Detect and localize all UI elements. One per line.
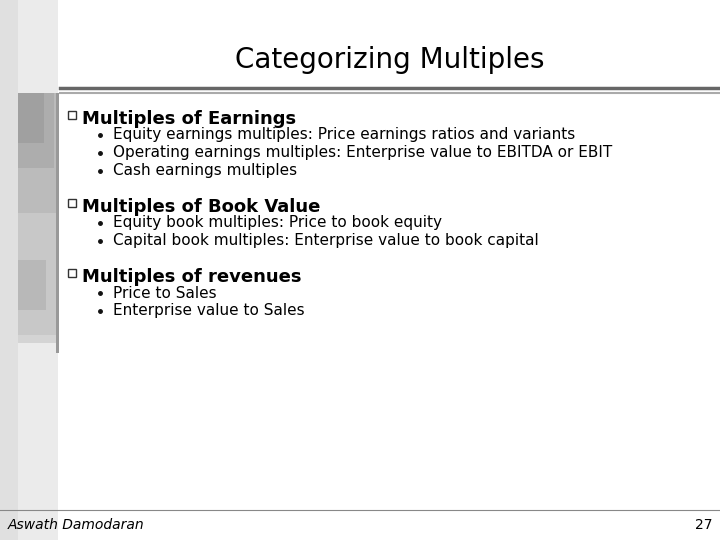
- Bar: [68, 111, 76, 119]
- Bar: [18, 260, 46, 310]
- Text: Enterprise value to Sales: Enterprise value to Sales: [113, 303, 305, 319]
- Text: Multiples of Book Value: Multiples of Book Value: [82, 198, 320, 216]
- Bar: [18, 93, 58, 343]
- Bar: [0, 0, 18, 540]
- Bar: [18, 93, 58, 213]
- Text: Capital book multiples: Enterprise value to book capital: Capital book multiples: Enterprise value…: [113, 233, 539, 248]
- Text: Cash earnings multiples: Cash earnings multiples: [113, 164, 297, 179]
- Bar: [18, 0, 58, 540]
- Text: Multiples of revenues: Multiples of revenues: [82, 268, 302, 286]
- Bar: [18, 93, 54, 168]
- Text: Categorizing Multiples: Categorizing Multiples: [235, 46, 545, 74]
- Text: 27: 27: [695, 518, 712, 532]
- Text: Equity book multiples: Price to book equity: Equity book multiples: Price to book equ…: [113, 215, 442, 231]
- Bar: [18, 93, 44, 143]
- Text: Operating earnings multiples: Enterprise value to EBITDA or EBIT: Operating earnings multiples: Enterprise…: [113, 145, 612, 160]
- Text: Multiples of Earnings: Multiples of Earnings: [82, 110, 296, 128]
- Text: Aswath Damodaran: Aswath Damodaran: [8, 518, 145, 532]
- Bar: [56, 93, 59, 353]
- Bar: [18, 93, 58, 268]
- Bar: [68, 269, 76, 277]
- Text: Equity earnings multiples: Price earnings ratios and variants: Equity earnings multiples: Price earning…: [113, 127, 575, 143]
- Bar: [68, 199, 76, 207]
- Bar: [18, 260, 56, 335]
- Text: Price to Sales: Price to Sales: [113, 286, 217, 300]
